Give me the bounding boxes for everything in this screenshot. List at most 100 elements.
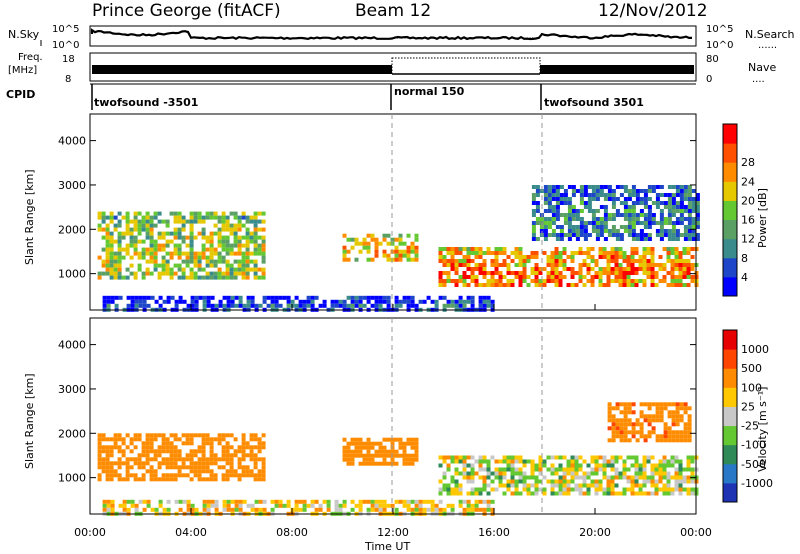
echo-cell	[354, 441, 359, 446]
echo-cell	[362, 295, 367, 300]
echo-cell	[554, 467, 559, 472]
echo-cell	[518, 459, 523, 464]
echo-cell	[141, 473, 146, 478]
echo-cell	[102, 503, 107, 508]
echo-cell	[623, 185, 628, 189]
echo-cell	[498, 459, 503, 464]
echo-cell	[603, 225, 608, 229]
echo-cell	[486, 467, 491, 472]
echo-cell	[109, 267, 114, 272]
echo-cell	[667, 185, 672, 189]
echo-cell	[535, 237, 540, 241]
echo-cell	[490, 499, 495, 504]
echo-cell	[663, 434, 668, 439]
echo-cell	[201, 227, 206, 232]
echo-cell	[607, 185, 612, 189]
echo-cell	[133, 477, 138, 482]
echo-cell	[667, 205, 672, 209]
echo-cell	[627, 422, 632, 427]
echo-cell	[610, 267, 615, 271]
echo-cell	[663, 422, 668, 427]
echo-cell	[458, 259, 463, 263]
echo-cell	[627, 430, 632, 435]
echo-cell	[474, 267, 479, 271]
echo-cell	[631, 430, 636, 435]
echo-cell	[157, 263, 162, 268]
echo-cell	[574, 463, 579, 468]
echo-cell	[394, 437, 399, 442]
echo-cell	[551, 233, 556, 237]
echo-cell	[571, 225, 576, 229]
echo-cell	[551, 189, 556, 193]
echo-cell	[101, 227, 106, 232]
echo-cell	[622, 459, 627, 464]
echo-cell	[105, 231, 110, 236]
echo-cell	[213, 477, 218, 482]
x-tick-label: 20:00	[579, 526, 611, 539]
echo-cell	[310, 299, 315, 304]
echo-cell	[647, 205, 652, 209]
echo-cell	[554, 271, 559, 275]
echo-cell	[615, 402, 620, 407]
echo-cell	[101, 457, 106, 462]
echo-cell	[618, 475, 623, 480]
echo-cell	[678, 251, 683, 255]
echo-cell	[142, 299, 147, 304]
echo-cell	[122, 507, 127, 512]
echo-cell	[233, 453, 238, 458]
echo-cell	[125, 223, 130, 228]
echo-cell	[522, 479, 527, 484]
echo-cell	[225, 469, 230, 474]
echo-cell	[642, 455, 647, 460]
echo-cell	[578, 251, 583, 255]
echo-cell	[109, 465, 114, 470]
echo-cell	[558, 263, 563, 267]
echo-cell	[366, 507, 371, 512]
echo-cell	[181, 251, 186, 256]
echo-cell	[117, 477, 122, 482]
echo-cell	[113, 215, 118, 220]
echo-cell	[398, 441, 403, 446]
echo-cell	[113, 275, 118, 280]
echo-cell	[659, 237, 664, 241]
echo-cell	[550, 467, 555, 472]
echo-cell	[161, 445, 166, 450]
echo-cell	[642, 251, 647, 255]
echo-cell	[683, 237, 688, 241]
echo-cell	[378, 441, 383, 446]
echo-cell	[157, 445, 162, 450]
echo-cell	[226, 499, 231, 504]
echo-cell	[450, 263, 455, 267]
echo-cell	[113, 263, 118, 268]
echo-cell	[667, 430, 672, 435]
echo-cell	[214, 507, 219, 512]
echo-cell	[446, 303, 451, 308]
echo-cell	[578, 247, 583, 251]
echo-cell	[226, 299, 231, 304]
echo-cell	[534, 475, 539, 480]
echo-cell	[346, 257, 351, 262]
echo-cell	[671, 410, 676, 415]
echo-cell	[634, 479, 639, 484]
echo-cell	[234, 303, 239, 308]
echo-cell	[662, 467, 667, 472]
echo-cell	[514, 471, 519, 476]
echo-cell	[117, 465, 122, 470]
echo-cell	[683, 422, 688, 427]
echo-cell	[249, 473, 254, 478]
echo-cell	[575, 209, 580, 213]
echo-cell	[158, 303, 163, 308]
echo-cell	[205, 255, 210, 260]
echo-cell	[678, 475, 683, 480]
echo-cell	[274, 299, 279, 304]
echo-cell	[478, 299, 483, 304]
echo-cell	[679, 205, 684, 209]
echo-cell	[522, 463, 527, 468]
echo-cell	[282, 295, 287, 300]
echo-cell	[543, 193, 548, 197]
echo-cell	[466, 259, 471, 263]
echo-cell	[246, 299, 251, 304]
echo-cell	[366, 441, 371, 446]
echo-cell	[137, 267, 142, 272]
echo-cell	[358, 461, 363, 466]
